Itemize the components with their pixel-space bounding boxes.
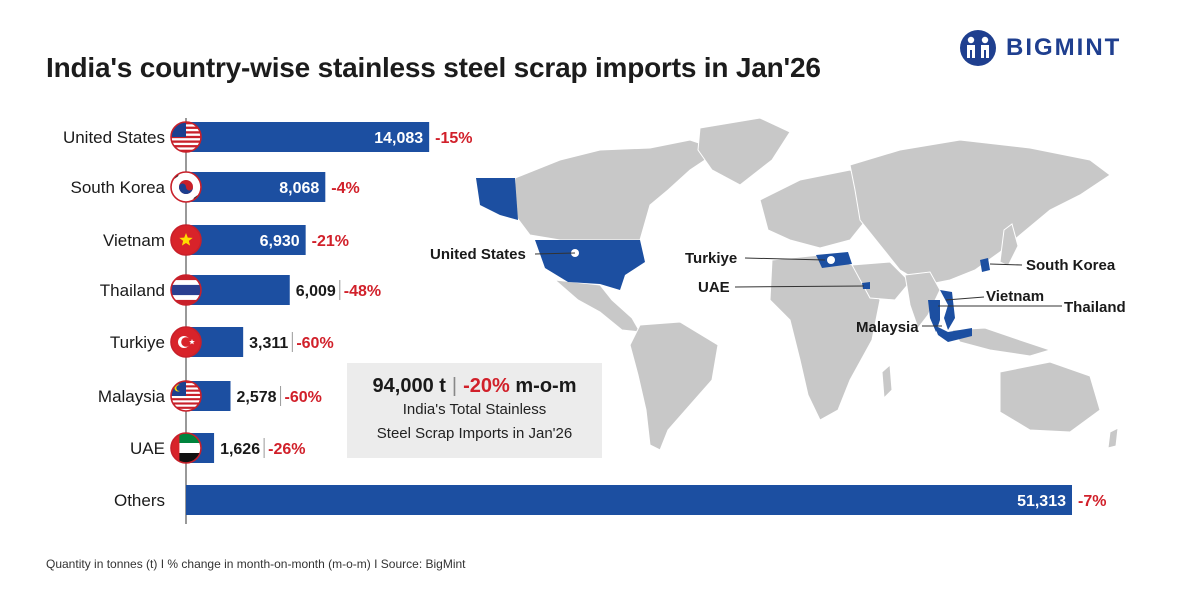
total-imports-card: 94,000 t | -20% m-o-m India's Total Stainl…	[347, 363, 602, 458]
vietnam-flag-icon	[170, 224, 202, 256]
uae-flag-icon	[170, 432, 202, 464]
value-label: 8,068	[279, 180, 319, 197]
change-label: -60%	[285, 389, 322, 406]
uae-shape	[862, 282, 870, 289]
category-label: Thailand	[100, 281, 165, 300]
south-korea-shape	[980, 258, 990, 272]
callout-turkiye: Turkiye	[685, 250, 737, 267]
brand-logo: BIGMINT	[958, 26, 1121, 70]
kpi-change: -20%	[463, 375, 510, 397]
map-land	[514, 117, 1119, 451]
map-highlights	[476, 178, 990, 342]
malaysia-flag-icon	[170, 380, 202, 412]
change-label: -15%	[435, 130, 472, 147]
page-title: India's country-wise stainless steel scr…	[46, 52, 821, 83]
new-zealand-shape	[1107, 427, 1119, 449]
bigmint-logo-icon	[960, 30, 996, 66]
turkiye-flag-icon	[170, 326, 202, 358]
bar-row: Turkiye 3,311 -60%	[110, 326, 334, 358]
india-shape	[904, 271, 941, 330]
middle-east-shape	[851, 261, 911, 301]
callout-vietnam: Vietnam	[986, 288, 1044, 305]
bar	[186, 122, 430, 152]
bar	[186, 275, 290, 305]
value-label: 51,313	[1017, 493, 1066, 510]
bar-row: Others 51,313 -7%	[114, 485, 1106, 515]
bar-row: Vietnam 6,930 -21%	[103, 224, 349, 256]
callout-malaysia: Malaysia	[856, 319, 919, 336]
callout-labels: United States Turkiye UAE South Korea Vi…	[430, 246, 1126, 336]
malaysia-shape	[934, 325, 972, 342]
alaska-shape	[476, 178, 518, 220]
value-label: 2,578	[237, 389, 277, 406]
europe-shape	[759, 169, 881, 249]
change-label: -7%	[1078, 493, 1106, 510]
change-label: -26%	[268, 441, 305, 458]
bar	[186, 225, 306, 255]
category-label: United States	[63, 128, 165, 147]
footer-note: Quantity in tonnes (t) I % change in mon…	[46, 557, 466, 571]
kpi-caption-line1: India's Total Stainless	[402, 401, 547, 418]
change-label: -48%	[344, 283, 381, 300]
brand-name: BIGMINT	[1006, 34, 1122, 61]
kpi-caption-line2: Steel Scrap Imports in Jan'26	[376, 425, 573, 442]
callout-lines	[534, 252, 1062, 327]
kpi-change-suffix: m-o-m	[515, 375, 577, 397]
value-label: 6,009	[296, 283, 336, 300]
bar-row: Thailand 6,009 -48%	[100, 274, 381, 306]
value-label: 14,083	[374, 130, 423, 147]
category-label: Turkiye	[110, 333, 165, 352]
japan-shape	[999, 223, 1019, 267]
value-label: 1,626	[220, 441, 260, 458]
indonesia-shape	[951, 327, 1052, 357]
bar	[186, 172, 326, 202]
kpi-value: 94,000 t	[372, 375, 446, 397]
callout-uae: UAE	[698, 279, 730, 296]
bar	[186, 485, 1072, 515]
category-label: Malaysia	[98, 387, 166, 406]
callout-united-states: United States	[430, 246, 526, 263]
value-label: 6,930	[260, 233, 300, 250]
usa-shape	[535, 240, 645, 290]
kpi-separator: |	[451, 375, 458, 397]
greenland-shape	[697, 117, 791, 186]
category-label: Vietnam	[103, 231, 165, 250]
turkiye-marker	[827, 256, 835, 264]
value-label: 3,311	[249, 335, 288, 352]
bar-row: UAE 1,626 -26%	[130, 432, 305, 464]
thailand-flag-icon	[170, 274, 202, 306]
australia-shape	[999, 361, 1101, 433]
south-america-shape	[629, 321, 719, 451]
canada-shape	[514, 139, 722, 241]
thailand-shape	[928, 300, 940, 332]
bar-row: South Korea 8,068 -4%	[70, 171, 360, 203]
bar-row: United States 14,083 -15%	[63, 121, 473, 153]
category-label: UAE	[130, 439, 165, 458]
callout-thailand: Thailand	[1064, 299, 1126, 316]
kpi-headline: 94,000 t | -20% m-o-m	[347, 375, 602, 398]
change-label: -4%	[331, 180, 359, 197]
category-label: Others	[114, 491, 165, 510]
callout-south-korea: South Korea	[1026, 257, 1116, 274]
change-label: -21%	[312, 233, 349, 250]
change-label: -60%	[296, 335, 333, 352]
south-korea-flag-icon	[170, 171, 202, 203]
us-flag-icon	[170, 121, 202, 153]
madagascar-shape	[881, 363, 893, 400]
category-label: South Korea	[70, 178, 165, 197]
bar-row: Malaysia 2,578 -60%	[98, 380, 322, 412]
